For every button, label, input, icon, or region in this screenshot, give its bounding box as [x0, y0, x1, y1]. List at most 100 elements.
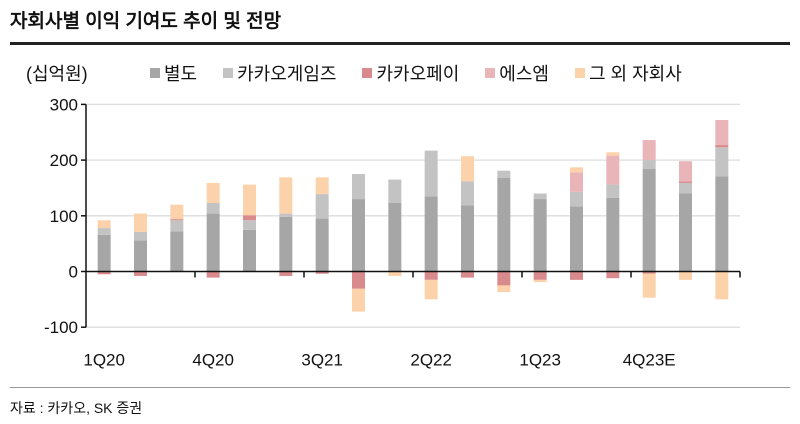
bar-segment	[570, 167, 583, 173]
bar-segment	[279, 216, 293, 272]
bar-segment	[388, 179, 402, 203]
bar-segment	[642, 271, 656, 274]
y-tick-label: 100	[50, 207, 78, 226]
bar-segment	[134, 240, 147, 272]
x-tick-label: 4Q23E	[623, 351, 676, 370]
bar-segment	[170, 231, 184, 272]
bar-segment	[170, 219, 184, 221]
bar-segment	[134, 231, 147, 241]
bar-segment	[679, 271, 692, 280]
bar-segment	[170, 204, 184, 220]
bar-segment	[206, 202, 220, 214]
bar-segment	[424, 150, 438, 197]
bar-segment	[388, 202, 402, 272]
bar-segment	[497, 271, 511, 286]
bar-segment	[352, 174, 365, 200]
x-tick-label: 1Q23	[519, 351, 561, 370]
bar-segment	[279, 177, 293, 214]
bar-segment	[497, 170, 511, 178]
bar-segment	[461, 271, 474, 278]
bar-segment	[352, 288, 365, 312]
bar-segment	[497, 177, 511, 272]
bar-segment	[243, 220, 256, 230]
bar-segment	[424, 271, 438, 280]
bar-segment	[715, 176, 729, 272]
bar-segment	[134, 213, 147, 232]
bar-segment	[570, 206, 583, 272]
bar-segment	[533, 199, 547, 272]
bar-segment	[606, 184, 620, 198]
bar-segment	[715, 145, 729, 148]
source-note: 자료 : 카카오, SK 증권	[10, 400, 143, 416]
bar-segment	[134, 271, 147, 276]
bar-segment	[243, 184, 256, 216]
bar-segment	[243, 215, 256, 221]
bar-segment	[679, 182, 692, 194]
bar-segment	[97, 271, 111, 275]
bar-segment	[642, 169, 656, 272]
y-tick-label: 300	[50, 95, 78, 114]
legend-label: 에스엠	[499, 64, 549, 84]
bar-segment	[461, 205, 474, 272]
bar-segment	[533, 279, 547, 283]
bar-segment	[715, 119, 729, 146]
bar-segment	[642, 160, 656, 170]
bar-segment	[642, 140, 656, 161]
bar-segment	[206, 213, 220, 272]
y-tick-label: 0	[69, 263, 78, 282]
bar-segment	[279, 271, 293, 276]
legend-item: 그 외 자회사	[574, 60, 682, 86]
bar-segment	[570, 172, 583, 192]
bar-segment	[352, 271, 365, 289]
bar-segment	[170, 220, 184, 232]
bar-segment	[606, 197, 620, 272]
chart-title: 자회사별 이익 기여도 추이 및 전망	[10, 11, 282, 32]
legend-item: 에스엠	[485, 60, 549, 86]
legend-item: 별도	[150, 60, 197, 86]
bar-segment	[679, 193, 692, 272]
bar-segment	[570, 271, 583, 280]
legend-swatch	[150, 68, 160, 78]
bar-segment	[206, 271, 220, 278]
legend-swatch	[362, 68, 373, 78]
bar-segment	[461, 156, 474, 182]
bar-segment	[606, 271, 620, 279]
y-tick-label: -100	[44, 318, 78, 337]
title-divider	[10, 42, 790, 45]
bar-segment	[679, 181, 692, 183]
y-axis-unit: (십억원)	[26, 64, 88, 84]
bar-segment	[97, 234, 111, 272]
bar-segment	[315, 177, 329, 195]
bar-segment	[97, 228, 111, 235]
x-tick-label: 1Q20	[83, 351, 125, 370]
legend-label: 카카오페이	[376, 64, 460, 84]
bar-segment	[315, 218, 329, 272]
legend-swatch	[485, 68, 496, 78]
bar-segment	[715, 271, 729, 300]
bar-segment	[352, 199, 365, 272]
legend-swatch	[574, 68, 585, 78]
bar-segment	[570, 191, 583, 207]
bar-segment	[497, 285, 511, 293]
bar-segment	[388, 271, 402, 276]
y-tick-label: 200	[50, 151, 78, 170]
bar-segment	[679, 161, 692, 182]
legend-label: 카카오게임즈	[237, 64, 337, 84]
bar-segment	[97, 220, 111, 229]
bar-segment	[424, 196, 438, 272]
x-tick-label: 3Q21	[301, 351, 343, 370]
source-divider	[10, 387, 790, 388]
bar-segment	[715, 147, 729, 177]
legend-item: 카카오게임즈	[223, 60, 336, 86]
bar-segment	[533, 271, 547, 280]
legend: 별도 카카오게임즈 카카오페이 에스엠 그 외 자회사	[150, 60, 682, 86]
legend-swatch	[223, 68, 234, 78]
bar-segment	[424, 279, 438, 300]
x-tick-label: 2Q22	[410, 351, 452, 370]
bar-segment	[461, 181, 474, 206]
bar-segment	[243, 229, 256, 272]
bar-segment	[533, 193, 547, 200]
legend-label: 별도	[164, 64, 198, 84]
bar-segment	[315, 194, 329, 219]
